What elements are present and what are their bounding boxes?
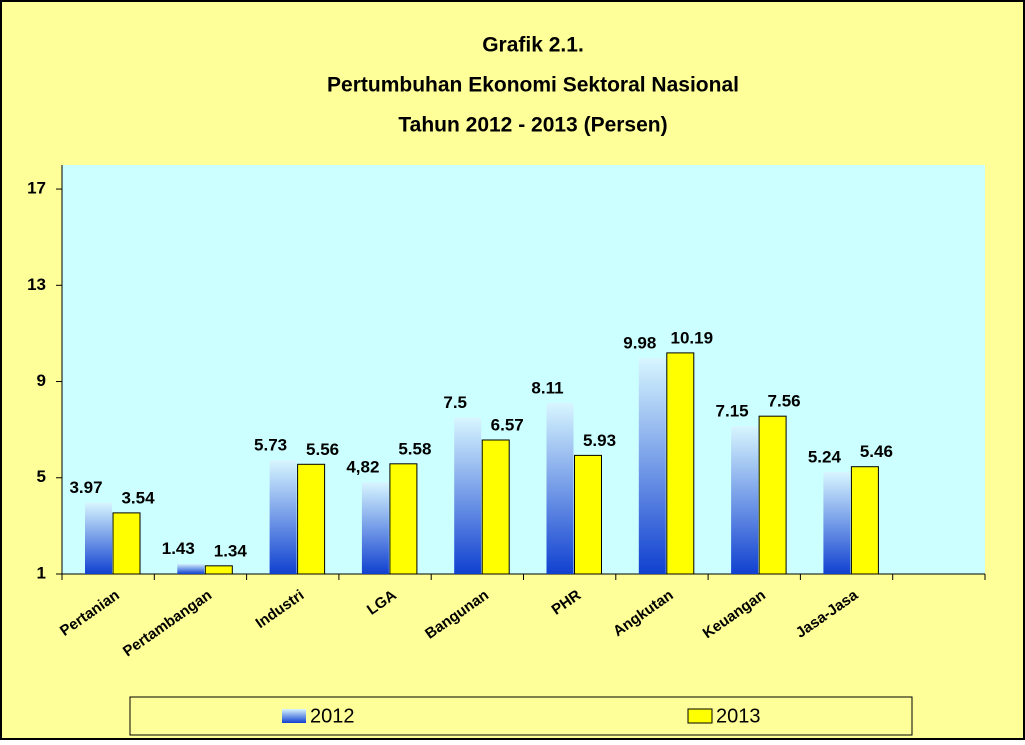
chart-title: Tahun 2012 - 2013 (Persen) bbox=[398, 114, 667, 137]
data-label: 8.11 bbox=[531, 378, 563, 397]
y-tick-label: 13 bbox=[27, 275, 46, 294]
bar bbox=[731, 426, 759, 574]
bar bbox=[758, 415, 787, 575]
bar bbox=[361, 482, 389, 574]
data-label: 1.34 bbox=[214, 541, 248, 560]
chart-title: Pertumbuhan Ekonomi Sektoral Nasional bbox=[327, 74, 739, 97]
bar bbox=[638, 357, 666, 574]
legend-swatch bbox=[687, 708, 713, 724]
chart-title: Grafik 2.1. bbox=[482, 34, 584, 57]
data-label: 4,82 bbox=[346, 458, 379, 477]
data-label: 5.73 bbox=[254, 436, 287, 455]
data-label: 3.97 bbox=[69, 478, 102, 497]
data-label: 7.56 bbox=[768, 392, 801, 411]
bar bbox=[112, 512, 141, 575]
data-label: 9.98 bbox=[623, 333, 656, 352]
data-label: 6.57 bbox=[491, 415, 524, 434]
data-label: 5.46 bbox=[860, 442, 893, 461]
bar bbox=[666, 352, 695, 575]
data-label: 5.56 bbox=[306, 440, 339, 459]
y-tick-label: 17 bbox=[27, 179, 46, 198]
bar bbox=[850, 466, 879, 575]
data-label: 1.43 bbox=[162, 539, 195, 558]
data-label: 5.93 bbox=[583, 431, 616, 450]
legend-label: 2012 bbox=[310, 705, 355, 727]
bar bbox=[85, 502, 112, 574]
data-label: 5.58 bbox=[398, 439, 431, 458]
legend-swatch bbox=[282, 709, 306, 723]
bar bbox=[204, 565, 233, 575]
bar bbox=[546, 402, 574, 574]
data-label: 10.19 bbox=[671, 328, 714, 347]
bar bbox=[574, 454, 602, 575]
bar bbox=[454, 417, 482, 574]
bar bbox=[481, 439, 510, 575]
legend bbox=[129, 696, 913, 736]
bar bbox=[177, 563, 205, 574]
bar bbox=[297, 463, 326, 575]
data-label: 7.5 bbox=[443, 393, 467, 412]
y-tick-label: 9 bbox=[37, 371, 46, 390]
legend-label: 2013 bbox=[716, 705, 761, 727]
y-tick-label: 1 bbox=[37, 563, 46, 582]
data-label: 3.54 bbox=[121, 488, 155, 507]
data-label: 7.15 bbox=[716, 402, 749, 421]
data-label: 5.24 bbox=[808, 447, 842, 466]
bar bbox=[269, 460, 297, 574]
bar bbox=[823, 471, 851, 574]
y-tick-label: 5 bbox=[37, 467, 46, 486]
bar bbox=[389, 463, 418, 575]
